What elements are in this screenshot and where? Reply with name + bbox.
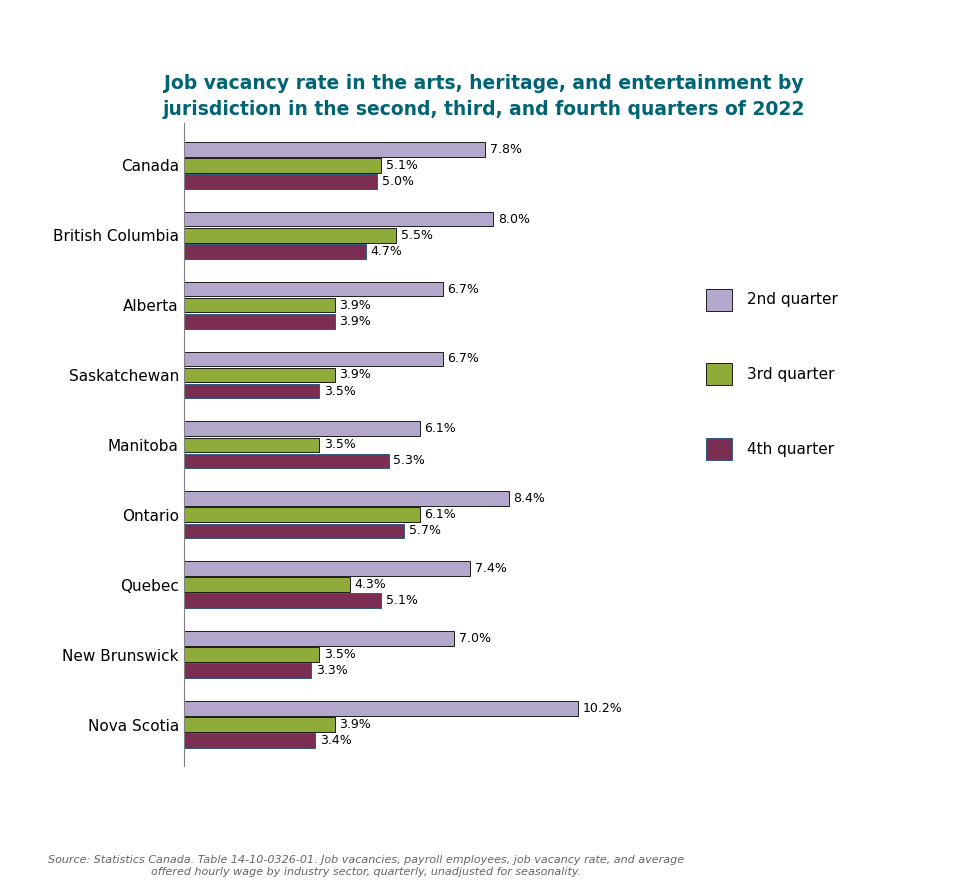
Text: 3rd quarter: 3rd quarter [747,366,835,382]
Text: 3.9%: 3.9% [339,315,371,328]
Text: 4.7%: 4.7% [370,245,402,258]
Bar [184,228,396,242]
Text: 3.3%: 3.3% [316,664,348,677]
Bar [184,384,319,398]
Bar [184,648,319,662]
Text: 3.9%: 3.9% [339,368,371,381]
Text: 3.4%: 3.4% [320,734,352,747]
Text: 4th quarter: 4th quarter [747,441,835,457]
Bar [184,492,509,506]
Bar [184,282,443,296]
Text: jurisdiction in the second, third, and fourth quarters of 2022: jurisdiction in the second, third, and f… [162,100,805,119]
Text: 5.1%: 5.1% [386,159,418,172]
Bar [184,631,454,646]
Text: 10.2%: 10.2% [583,702,623,715]
Text: 6.7%: 6.7% [448,352,480,366]
Bar [184,663,311,678]
Text: 6.1%: 6.1% [425,508,456,522]
Text: 5.3%: 5.3% [394,455,425,468]
Text: 5.7%: 5.7% [409,524,441,537]
Text: 3.5%: 3.5% [324,385,356,397]
Text: 7.0%: 7.0% [459,632,491,645]
Text: 5.0%: 5.0% [382,174,414,188]
Text: 6.1%: 6.1% [425,422,456,435]
Bar [184,142,485,157]
Text: 3.5%: 3.5% [324,648,356,661]
Text: 3.9%: 3.9% [339,299,371,312]
Text: 8.0%: 8.0% [498,212,530,226]
Bar [184,507,420,522]
Bar [184,594,381,608]
Bar [184,244,366,259]
Text: 8.4%: 8.4% [513,492,545,505]
Bar [184,367,335,382]
Text: 7.8%: 7.8% [490,143,522,156]
Bar [184,298,335,313]
Text: 5.1%: 5.1% [386,595,418,607]
Bar [184,454,389,469]
Bar [184,421,420,436]
Bar [184,158,381,173]
Text: Source: Statistics Canada. Table 14-10-0326-01. Job vacancies, payroll employees: Source: Statistics Canada. Table 14-10-0… [48,855,685,877]
Bar [184,352,443,366]
Text: 3.5%: 3.5% [324,439,356,451]
Text: 4.3%: 4.3% [355,578,387,591]
Bar [184,211,493,226]
Text: 2nd quarter: 2nd quarter [747,292,837,307]
Bar [184,701,578,715]
Bar [184,561,470,576]
Bar [184,717,335,732]
Bar [184,577,350,592]
Bar [184,438,319,452]
Text: 3.9%: 3.9% [339,718,371,731]
Text: Job vacancy rate in the arts, heritage, and entertainment by: Job vacancy rate in the arts, heritage, … [163,73,804,93]
Text: 6.7%: 6.7% [448,283,480,295]
Bar [184,174,377,189]
Bar [184,733,315,748]
Text: 5.5%: 5.5% [401,229,433,241]
Bar [184,314,335,329]
Bar [184,523,404,538]
Text: 7.4%: 7.4% [475,562,507,575]
